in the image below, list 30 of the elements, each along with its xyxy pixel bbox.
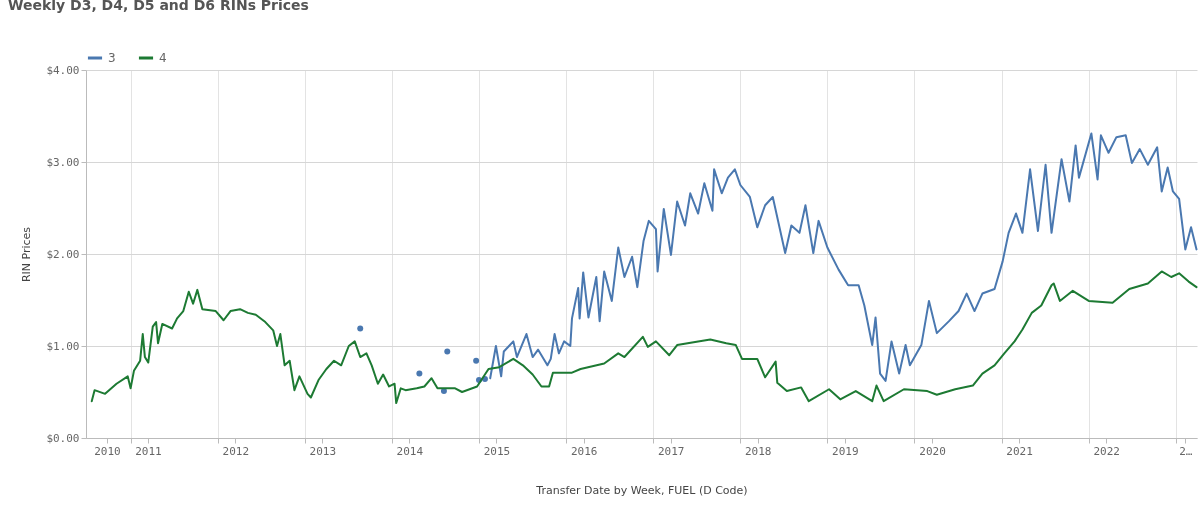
legend-label: 3: [108, 51, 116, 65]
y-tick-label: $0.00: [46, 431, 80, 445]
x-tick-label: 2018: [745, 444, 772, 458]
y-tick-label: $4.00: [46, 63, 80, 77]
y-tick-label: $2.00: [46, 247, 80, 261]
x-tick-label: 2022: [1093, 444, 1120, 458]
point: [440, 388, 447, 395]
x-tick-label: 2014: [396, 444, 424, 458]
x-tick-label: 2021: [1006, 444, 1033, 458]
x-tick-label: 2019: [832, 444, 859, 458]
x-tick-label: 2…: [1179, 444, 1193, 458]
point: [416, 370, 423, 377]
x-axis-title: Transfer Date by Week, FUEL (D Code): [535, 483, 748, 497]
x-tick-label: 2011: [135, 444, 162, 458]
y-axis-title: RIN Prices: [20, 226, 34, 283]
point: [444, 348, 451, 355]
x-tick-label: 2020: [919, 444, 946, 458]
x-tick-label: 2010: [94, 444, 121, 458]
legend-label: 4: [159, 51, 167, 65]
chart-title: Weekly D3, D4, D5 and D6 RINs Prices: [8, 0, 309, 13]
y-tick-label: $3.00: [46, 155, 80, 169]
x-tick-label: 2017: [657, 444, 685, 458]
x-tick-label: 2015: [483, 444, 511, 458]
x-tick-label: 2012: [222, 444, 250, 458]
point: [357, 325, 364, 332]
line-series: [90, 270, 1198, 405]
x-tick-label: 2016: [570, 444, 598, 458]
y-tick-label: $1.00: [46, 339, 80, 353]
point: [473, 357, 480, 364]
x-tick-label: 2013: [309, 444, 337, 458]
